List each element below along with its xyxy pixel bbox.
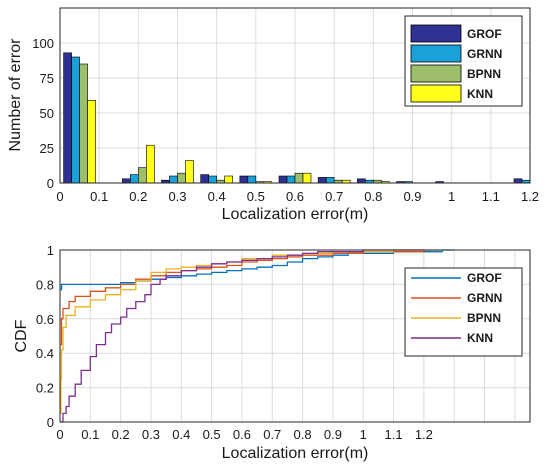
cdf-y-tick-label: 0.2 [36, 381, 54, 396]
bar-knn [302, 172, 312, 184]
bar-grof [278, 175, 288, 184]
bar-grof [63, 52, 72, 184]
bar-x-tick-label: 0.4 [208, 189, 226, 204]
bar-x-tick-label: 0 [56, 189, 63, 204]
cdf-legend-label-grnn: GRNN [467, 291, 502, 305]
cdf-legend-label-bpnn: BPNN [467, 311, 501, 325]
bar-knn [146, 144, 155, 184]
bar-bpnn [79, 63, 88, 184]
bar-x-tick-label: 1.1 [482, 189, 500, 204]
bar-grnn [286, 175, 296, 184]
bar-grnn [71, 56, 80, 184]
bar-legend-swatch-grof [410, 24, 462, 43]
bar-legend-label-knn: KNN [467, 87, 493, 101]
cdf-legend: GROF GRNN BPNN KNN [404, 267, 523, 357]
bar-grof [357, 178, 366, 184]
cdf-x-tick-label: 0.1 [81, 427, 99, 442]
cdf-y-axis-label: CDF [13, 319, 30, 352]
cdf-x-tick-label: 0.4 [172, 427, 190, 442]
bar-grof [317, 177, 327, 184]
bar-x-tick-label: 0.1 [90, 189, 108, 204]
cdf-x-tick-label: 0.8 [294, 427, 312, 442]
bar-x-axis-label: Localization error(m) [222, 206, 369, 223]
bar-plot-frame [59, 7, 531, 184]
bar-grof [200, 174, 209, 184]
bar-x-tick-label: 0.8 [364, 189, 382, 204]
cdf-x-tick-label: 0.3 [142, 427, 160, 442]
bar-y-tick-label: 50 [40, 106, 54, 121]
bar-legend: GROF GRNN BPNN KNN [404, 15, 523, 107]
bar-grnn [247, 175, 257, 184]
bar-bpnn [138, 167, 147, 184]
cdf-x-tick-label: 0.6 [233, 427, 251, 442]
cdf-x-ticks: 0 0.1 0.2 0.3 0.4 0.5 0.6 0.7 0.8 0.9 1 1.1 1.2 [56, 427, 433, 442]
bar-legend-label-grof: GROF [467, 27, 502, 41]
bar-marks [63, 52, 531, 184]
bar-x-tick-label: 0.9 [403, 189, 421, 204]
bar-chart: 0 0.1 0.2 0.3 0.4 0.5 0.6 0.7 0.8 0.9 1 1.1 1.2 0 25 5… [7, 7, 539, 223]
bar-grof [122, 178, 131, 184]
bar-x-tick-label: 1.2 [521, 189, 539, 204]
bar-grof [513, 178, 523, 184]
cdf-y-ticks: 0 0.2 0.4 0.6 0.8 1 [36, 243, 54, 430]
bar-y-tick-label: 100 [32, 36, 54, 51]
cdf-y-tick-label: 0 [47, 415, 54, 430]
bar-knn [87, 100, 96, 184]
cdf-legend-label-grof: GROF [467, 271, 502, 285]
cdf-x-axis-label: Localization error(m) [222, 445, 369, 462]
cdf-line-knn [60, 249, 424, 423]
bar-bpnn [294, 172, 304, 184]
bar-knn [224, 175, 233, 184]
bar-y-tick-label: 25 [40, 141, 54, 156]
cdf-x-tick-label: 1.1 [385, 427, 403, 442]
bar-y-axis-label: Number of error [7, 38, 24, 152]
cdf-x-tick-label: 0.7 [263, 427, 281, 442]
cdf-y-tick-label: 0.4 [36, 346, 54, 361]
bar-grnn [208, 175, 217, 184]
bar-legend-label-bpnn: BPNN [467, 67, 501, 81]
cdf-lines [60, 249, 455, 423]
cdf-legend-box [404, 267, 523, 357]
bar-grnn [169, 175, 178, 184]
bar-x-tick-label: 0.7 [325, 189, 343, 204]
bar-bpnn [177, 172, 186, 184]
cdf-x-tick-label: 0 [56, 427, 63, 442]
cdf-chart: 0 0.1 0.2 0.3 0.4 0.5 0.6 0.7 0.8 0.9 1 1.1 1.2 0 0.2… [13, 243, 531, 462]
cdf-plot-frame [59, 249, 531, 423]
cdf-y-tick-label: 1 [47, 243, 54, 258]
bar-x-tick-label: 1 [448, 189, 455, 204]
bar-legend-swatch-knn [410, 84, 462, 103]
bar-y-ticks: 0 25 50 75 100 [32, 36, 54, 191]
cdf-x-tick-label: 1 [360, 427, 367, 442]
bar-grof [239, 175, 249, 184]
cdf-legend-label-knn: KNN [467, 331, 493, 345]
bar-grnn [325, 177, 335, 184]
bar-legend-label-grnn: GRNN [467, 47, 502, 61]
cdf-x-tick-label: 0.9 [324, 427, 342, 442]
bar-y-tick-label: 0 [47, 176, 54, 191]
bar-legend-swatch-grnn [410, 44, 462, 63]
bar-x-ticks: 0 0.1 0.2 0.3 0.4 0.5 0.6 0.7 0.8 0.9 1 1.1 1.2 [56, 189, 539, 204]
bar-x-tick-label: 0.3 [168, 189, 186, 204]
bar-knn [185, 160, 194, 184]
cdf-x-tick-label: 0.2 [112, 427, 130, 442]
cdf-x-tick-label: 1.2 [415, 427, 433, 442]
bar-x-tick-label: 0.2 [129, 189, 147, 204]
bar-grnn [130, 174, 139, 184]
bar-y-tick-label: 75 [40, 71, 54, 86]
cdf-y-tick-label: 0.6 [36, 312, 54, 327]
bar-x-tick-label: 0.6 [286, 189, 304, 204]
bar-legend-swatch-bpnn [410, 64, 462, 83]
cdf-y-tick-label: 0.8 [36, 277, 54, 292]
cdf-x-tick-label: 0.5 [203, 427, 221, 442]
bar-x-tick-label: 0.5 [247, 189, 265, 204]
